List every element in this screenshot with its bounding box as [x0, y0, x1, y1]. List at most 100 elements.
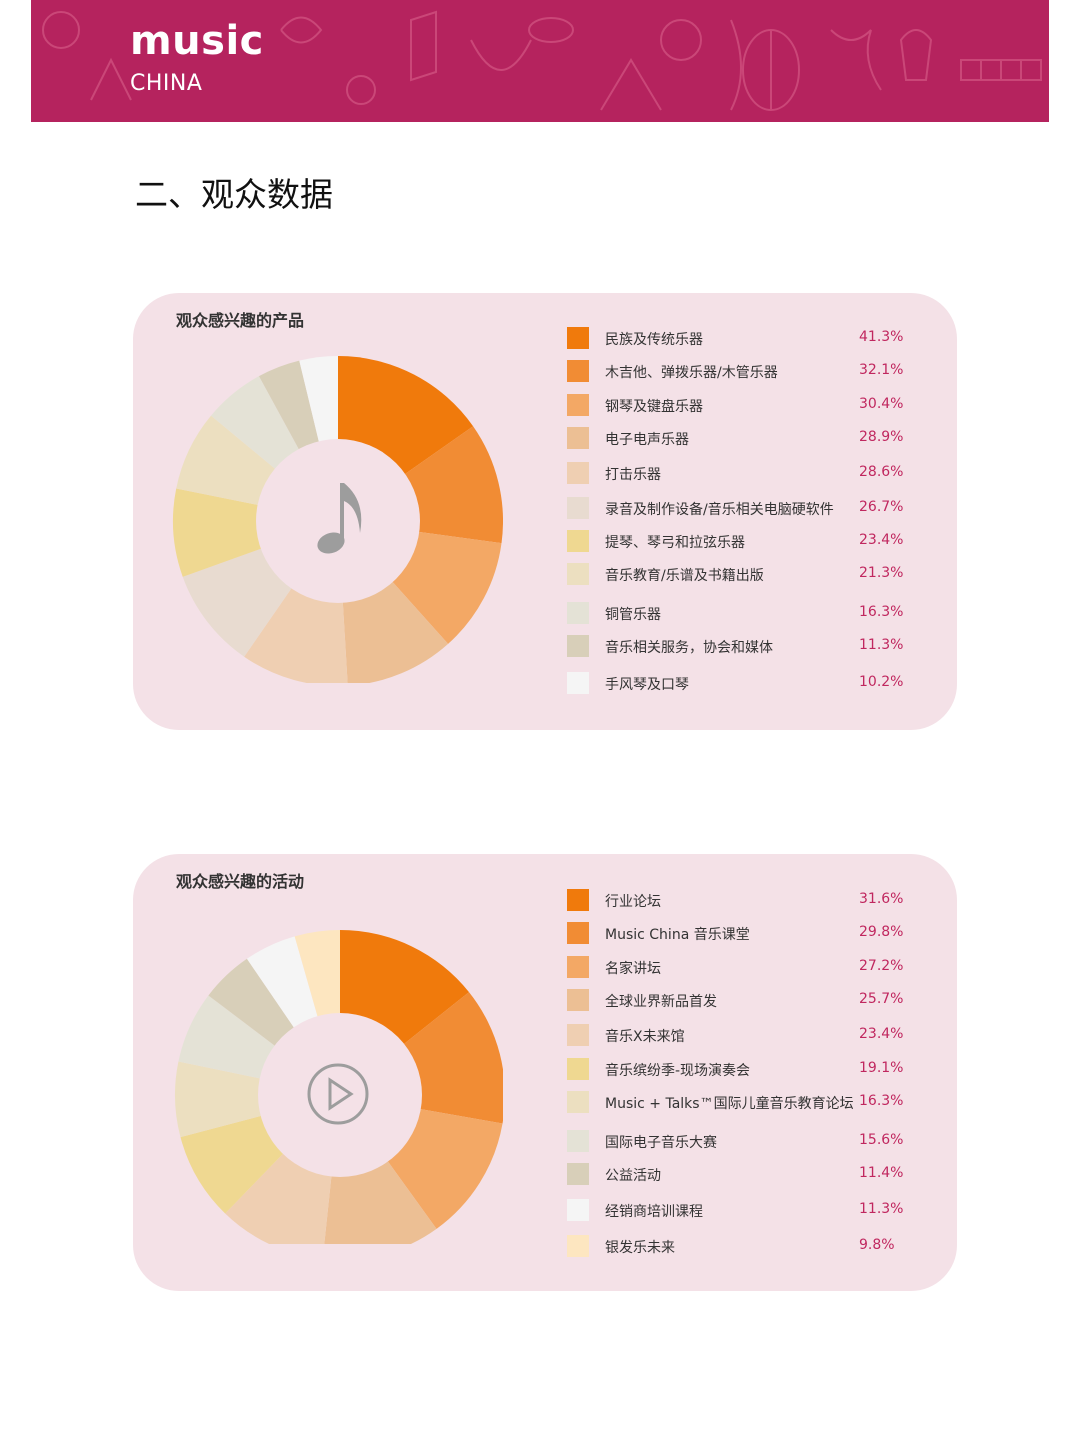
legend-label: 音乐教育/乐谱及书籍出版: [605, 568, 764, 584]
brand-name: music: [130, 18, 264, 64]
legend-label: 铜管乐器: [605, 607, 661, 623]
activities-chart-card: 观众感兴趣的活动 行业论坛 31.6% Music China 音乐课堂 29.8% 名…: [133, 854, 957, 1291]
legend-swatch: [567, 1199, 589, 1221]
legend-value: 23.4%: [859, 532, 904, 548]
legend-value: 28.9%: [859, 429, 904, 445]
legend-value: 11.4%: [859, 1165, 904, 1181]
legend-item: 打击乐器 28.6%: [567, 461, 927, 485]
legend-label: 公益活动: [605, 1168, 661, 1184]
legend-value: 23.4%: [859, 1026, 904, 1042]
legend-value: 9.8%: [859, 1237, 895, 1253]
legend-label: 电子电声乐器: [605, 432, 689, 448]
legend-item: 木吉他、弹拨乐器/木管乐器 32.1%: [567, 359, 927, 383]
legend-swatch: [567, 922, 589, 944]
products-chart-card: 观众感兴趣的产品 民族及传统乐器 41.3% 木吉他、弹拨乐器/木管乐器 32.1% 钢…: [133, 293, 957, 730]
legend-swatch: [567, 1235, 589, 1257]
legend-item: 音乐缤纷季-现场演奏会 19.1%: [567, 1057, 927, 1081]
legend-label: 手风琴及口琴: [605, 677, 689, 693]
legend-label: 音乐X未来馆: [605, 1029, 685, 1045]
legend-item: Music China 音乐课堂 29.8%: [567, 921, 927, 945]
legend-label: 名家讲坛: [605, 961, 661, 977]
legend-swatch: [567, 602, 589, 624]
activities-donut-chart: [175, 930, 503, 1244]
legend-value: 25.7%: [859, 991, 904, 1007]
legend-swatch: [567, 497, 589, 519]
legend-value: 16.3%: [859, 1093, 904, 1109]
legend-swatch: [567, 889, 589, 911]
legend-label: 银发乐未来: [605, 1240, 675, 1256]
legend-swatch: [567, 989, 589, 1011]
header-banner: music CHINA: [31, 0, 1049, 122]
legend-value: 32.1%: [859, 362, 904, 378]
legend-swatch: [567, 360, 589, 382]
legend-swatch: [567, 1058, 589, 1080]
legend-item: 钢琴及键盘乐器 30.4%: [567, 393, 927, 417]
legend-swatch: [567, 394, 589, 416]
legend-value: 11.3%: [859, 1201, 904, 1217]
legend-swatch: [567, 672, 589, 694]
legend-value: 21.3%: [859, 565, 904, 581]
donut-slice: [175, 1061, 340, 1138]
legend-item: 全球业界新品首发 25.7%: [567, 988, 927, 1012]
legend-value: 28.6%: [859, 464, 904, 480]
legend-label: 录音及制作设备/音乐相关电脑硬软件: [605, 502, 834, 518]
music-note-icon: [317, 483, 362, 554]
donut-hole: [256, 439, 420, 603]
legend-value: 11.3%: [859, 637, 904, 653]
legend-label: 木吉他、弹拨乐器/木管乐器: [605, 365, 778, 381]
legend-value: 31.6%: [859, 891, 904, 907]
legend-item: 音乐教育/乐谱及书籍出版 21.3%: [567, 562, 927, 586]
legend-item: 经销商培训课程 11.3%: [567, 1198, 927, 1222]
legend-swatch: [567, 1091, 589, 1113]
donut-slice: [173, 488, 338, 577]
legend-label: 打击乐器: [605, 467, 661, 483]
legend-label: Music China 音乐课堂: [605, 927, 750, 943]
chart-title: 观众感兴趣的活动: [176, 872, 305, 891]
legend-item: 国际电子音乐大赛 15.6%: [567, 1129, 927, 1153]
legend-value: 19.1%: [859, 1060, 904, 1076]
legend-label: 民族及传统乐器: [605, 332, 703, 348]
legend-item: 提琴、琴弓和拉弦乐器 23.4%: [567, 529, 927, 553]
chart-title: 观众感兴趣的产品: [176, 311, 305, 330]
play-icon: [307, 1063, 369, 1125]
legend-item: 电子电声乐器 28.9%: [567, 426, 927, 450]
legend-value: 41.3%: [859, 329, 904, 345]
legend-value: 16.3%: [859, 604, 904, 620]
legend-value: 26.7%: [859, 499, 904, 515]
legend-swatch: [567, 1024, 589, 1046]
legend-label: Music + Talks™国际儿童音乐教育论坛: [605, 1096, 854, 1112]
section-title: 二、观众数据: [135, 175, 333, 214]
legend-swatch: [567, 563, 589, 585]
legend-label: 音乐相关服务，协会和媒体: [605, 640, 773, 656]
legend-item: 录音及制作设备/音乐相关电脑硬软件 26.7%: [567, 496, 927, 520]
legend-item: 音乐相关服务，协会和媒体 11.3%: [567, 634, 927, 658]
legend-label: 全球业界新品首发: [605, 994, 717, 1010]
legend-item: 行业论坛 31.6%: [567, 888, 927, 912]
legend-swatch: [567, 327, 589, 349]
legend-swatch: [567, 635, 589, 657]
legend-item: 民族及传统乐器 41.3%: [567, 326, 927, 350]
legend-label: 钢琴及键盘乐器: [605, 399, 703, 415]
donut-hole: [258, 1013, 422, 1177]
legend-swatch: [567, 530, 589, 552]
legend-item: 手风琴及口琴 10.2%: [567, 671, 927, 695]
legend-swatch: [567, 462, 589, 484]
legend-item: 铜管乐器 16.3%: [567, 601, 927, 625]
legend-value: 30.4%: [859, 396, 904, 412]
legend-item: 银发乐未来 9.8%: [567, 1234, 927, 1258]
products-donut-chart: [173, 356, 503, 683]
legend-label: 提琴、琴弓和拉弦乐器: [605, 535, 745, 551]
legend-label: 行业论坛: [605, 894, 661, 910]
brand-subtitle: CHINA: [130, 71, 203, 96]
legend-swatch: [567, 427, 589, 449]
legend-label: 音乐缤纷季-现场演奏会: [605, 1063, 751, 1079]
legend-swatch: [567, 956, 589, 978]
legend-item: Music + Talks™国际儿童音乐教育论坛 16.3%: [567, 1090, 927, 1114]
legend-item: 名家讲坛 27.2%: [567, 955, 927, 979]
legend-value: 15.6%: [859, 1132, 904, 1148]
legend-value: 10.2%: [859, 674, 904, 690]
music-doodle-pattern: [42, 10, 1042, 111]
legend-swatch: [567, 1163, 589, 1185]
legend-label: 国际电子音乐大赛: [605, 1135, 717, 1151]
legend-value: 29.8%: [859, 924, 904, 940]
